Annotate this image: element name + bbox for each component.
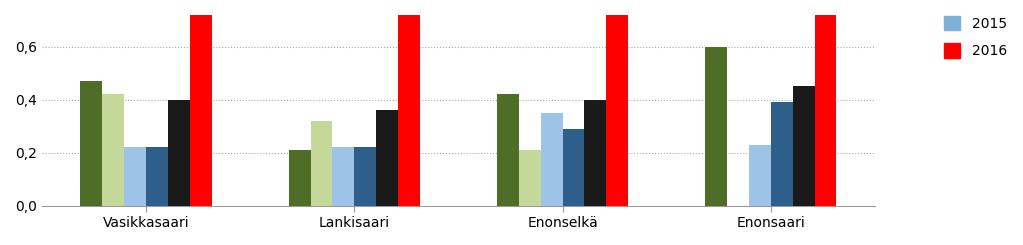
Bar bbox=[771, 102, 793, 206]
Bar bbox=[793, 86, 814, 206]
Bar bbox=[519, 150, 541, 206]
Bar bbox=[398, 0, 419, 206]
Bar bbox=[81, 81, 102, 206]
Bar bbox=[168, 100, 189, 206]
Bar bbox=[102, 94, 124, 206]
Bar bbox=[376, 110, 398, 206]
Bar bbox=[541, 113, 563, 206]
Bar bbox=[354, 147, 376, 206]
Bar bbox=[563, 129, 584, 206]
Bar bbox=[332, 147, 354, 206]
Bar bbox=[311, 121, 332, 206]
Bar bbox=[146, 147, 168, 206]
Bar bbox=[607, 0, 628, 206]
Bar bbox=[584, 100, 607, 206]
Bar bbox=[288, 150, 311, 206]
Bar bbox=[814, 0, 837, 206]
Bar bbox=[705, 47, 727, 206]
Bar bbox=[749, 145, 771, 206]
Bar bbox=[124, 147, 146, 206]
Bar bbox=[189, 0, 212, 206]
Legend: 2015, 2016: 2015, 2016 bbox=[939, 12, 1011, 62]
Bar bbox=[497, 94, 519, 206]
